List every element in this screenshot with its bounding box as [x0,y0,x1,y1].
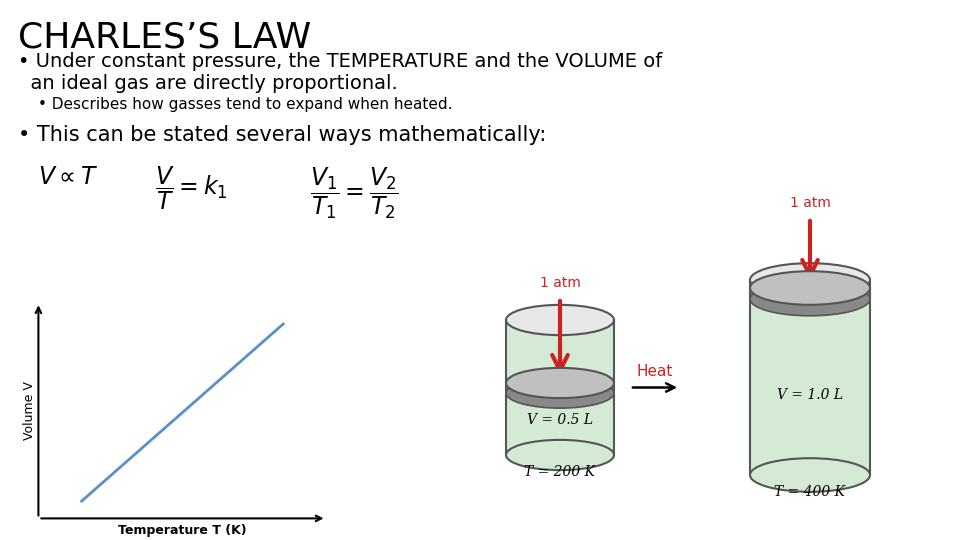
Text: 1 atm: 1 atm [789,196,830,210]
Bar [506,320,614,455]
Text: • Under constant pressure, the TEMPERATURE and the VOLUME of: • Under constant pressure, the TEMPERATU… [18,52,662,71]
Text: 1 atm: 1 atm [540,276,581,290]
Bar [750,288,870,299]
Text: V = 1.0 L: V = 1.0 L [777,388,843,402]
Text: CHARLES’S LAW: CHARLES’S LAW [18,20,311,54]
Bar [750,280,870,475]
Text: an ideal gas are directly proportional.: an ideal gas are directly proportional. [18,74,397,93]
Ellipse shape [750,282,870,316]
Text: T = 200 K: T = 200 K [524,465,595,479]
Ellipse shape [506,440,614,470]
Bar [506,383,614,393]
Text: $\dfrac{V}{T} = k_1$: $\dfrac{V}{T} = k_1$ [155,165,228,212]
Text: V = 0.5 L: V = 0.5 L [527,413,593,427]
Text: • This can be stated several ways mathematically:: • This can be stated several ways mathem… [18,125,546,145]
Y-axis label: Volume V: Volume V [23,381,36,440]
Ellipse shape [750,271,870,305]
Ellipse shape [750,263,870,297]
Text: T = 400 K: T = 400 K [775,485,846,499]
Ellipse shape [750,458,870,492]
X-axis label: Temperature T (K): Temperature T (K) [118,524,247,537]
Text: $\dfrac{V_1}{T_1} = \dfrac{V_2}{T_2}$: $\dfrac{V_1}{T_1} = \dfrac{V_2}{T_2}$ [310,165,398,221]
Ellipse shape [506,378,614,408]
Ellipse shape [506,368,614,398]
Text: $V \propto T$: $V \propto T$ [38,165,98,189]
Text: Heat: Heat [636,364,673,380]
Ellipse shape [506,305,614,335]
Text: • Describes how gasses tend to expand when heated.: • Describes how gasses tend to expand wh… [38,97,452,112]
